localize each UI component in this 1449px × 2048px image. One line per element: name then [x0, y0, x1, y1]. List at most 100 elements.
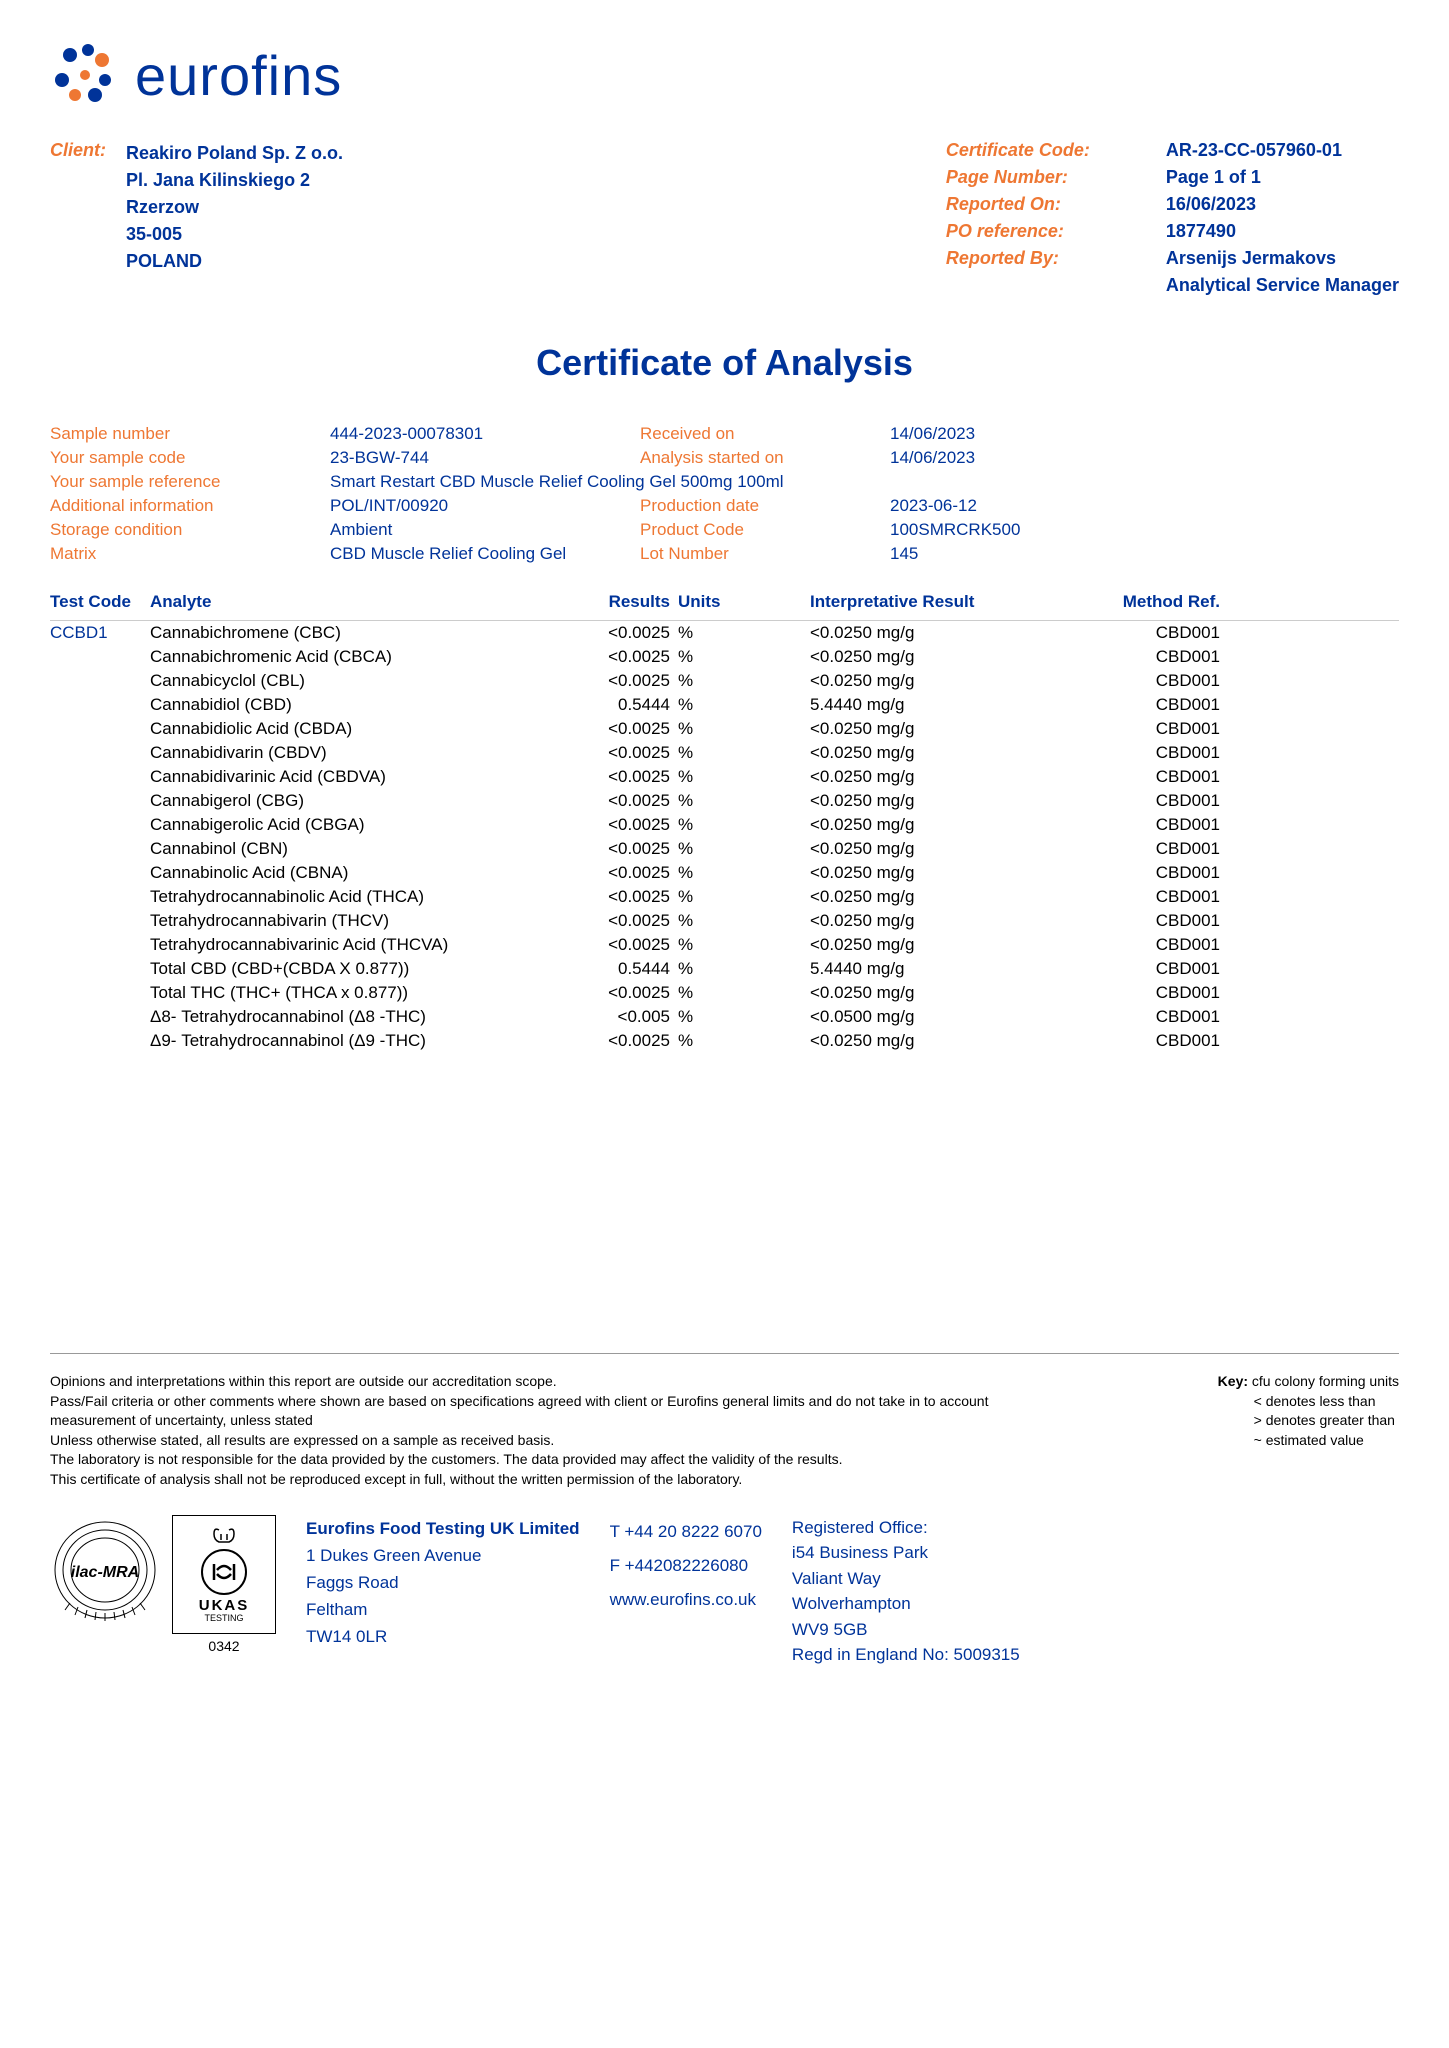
cell-analyte: Cannabichromene (CBC): [150, 623, 570, 643]
cell-method: CBD001: [1080, 959, 1220, 979]
cell-testcode: [50, 839, 150, 859]
cell-units: %: [670, 743, 750, 763]
logo-section: eurofins: [50, 40, 1399, 110]
cell-analyte: Cannabichromenic Acid (CBCA): [150, 647, 570, 667]
cell-interp: <0.0250 mg/g: [750, 935, 1080, 955]
cell-units: %: [670, 671, 750, 691]
cert-row: PO reference: 1877490: [946, 221, 1399, 242]
key-line: < denotes less than: [1218, 1392, 1399, 1412]
sample-value: 23-BGW-744: [330, 448, 640, 468]
regoffice-block: Registered Office: i54 Business ParkVali…: [792, 1515, 1020, 1668]
cell-method: CBD001: [1080, 1007, 1220, 1027]
sample-row: Sample number 444-2023-00078301 Received…: [50, 424, 1399, 444]
cell-testcode: [50, 719, 150, 739]
cell-testcode: [50, 791, 150, 811]
th-testcode: Test Code: [50, 592, 150, 612]
cell-interp: <0.0250 mg/g: [750, 839, 1080, 859]
table-row: Tetrahydrocannabivarinic Acid (THCVA) <0…: [50, 933, 1399, 957]
th-results: Results: [570, 592, 670, 612]
contact-block: T +44 20 8222 6070 F +442082226080 www.e…: [610, 1515, 762, 1617]
client-line: 35-005: [126, 221, 343, 248]
th-method: Method Ref.: [1080, 592, 1220, 612]
cell-analyte: Cannabidiol (CBD): [150, 695, 570, 715]
key-line: ~ estimated value: [1218, 1431, 1399, 1451]
sample-row: Additional information POL/INT/00920 Pro…: [50, 496, 1399, 516]
footer-notes-text: Opinions and interpretations within this…: [50, 1372, 1030, 1490]
cell-analyte: Cannabicyclol (CBL): [150, 671, 570, 691]
cert-label: Certificate Code:: [946, 140, 1136, 161]
cell-units: %: [670, 1031, 750, 1051]
cell-results: 0.5444: [570, 959, 670, 979]
sample-value: CBD Muscle Relief Cooling Gel: [330, 544, 640, 564]
cell-method: CBD001: [1080, 863, 1220, 883]
sample-label: Production date: [640, 496, 890, 516]
cell-results: <0.0025: [570, 815, 670, 835]
cell-interp: <0.0250 mg/g: [750, 887, 1080, 907]
cell-interp: <0.0250 mg/g: [750, 671, 1080, 691]
contact-fax: F +442082226080: [610, 1549, 762, 1583]
cell-analyte: Tetrahydrocannabivarin (THCV): [150, 911, 570, 931]
cert-row: Page Number: Page 1 of 1: [946, 167, 1399, 188]
certificate-block: Certificate Code: AR-23-CC-057960-01 Pag…: [946, 140, 1399, 302]
cell-method: CBD001: [1080, 791, 1220, 811]
company-line: Feltham: [306, 1596, 580, 1623]
footer-note-line: Unless otherwise stated, all results are…: [50, 1431, 1030, 1451]
sample-value: Ambient: [330, 520, 640, 540]
footer-note-line: Pass/Fail criteria or other comments whe…: [50, 1392, 1030, 1431]
cell-units: %: [670, 1007, 750, 1027]
sample-label: Additional information: [50, 496, 330, 516]
cell-interp: <0.0250 mg/g: [750, 911, 1080, 931]
cell-analyte: Cannabigerolic Acid (CBGA): [150, 815, 570, 835]
table-row: Cannabicyclol (CBL) <0.0025 % <0.0250 mg…: [50, 669, 1399, 693]
cell-analyte: Total THC (THC+ (THCA x 0.877)): [150, 983, 570, 1003]
cell-units: %: [670, 647, 750, 667]
cell-interp: <0.0250 mg/g: [750, 983, 1080, 1003]
cell-interp: <0.0250 mg/g: [750, 791, 1080, 811]
cell-analyte: Tetrahydrocannabinolic Acid (THCA): [150, 887, 570, 907]
cell-results: <0.0025: [570, 911, 670, 931]
sample-label: Sample number: [50, 424, 330, 444]
cert-row: Reported By: Arsenijs Jermakovs: [946, 248, 1399, 269]
table-header: Test Code Analyte Results Units Interpre…: [50, 584, 1399, 621]
table-row: Cannabigerolic Acid (CBGA) <0.0025 % <0.…: [50, 813, 1399, 837]
cell-units: %: [670, 983, 750, 1003]
company-block: Eurofins Food Testing UK Limited 1 Dukes…: [306, 1515, 580, 1651]
sample-row: Storage condition Ambient Product Code 1…: [50, 520, 1399, 540]
table-row: Total CBD (CBD+(CBDA X 0.877)) 0.5444 % …: [50, 957, 1399, 981]
sample-label: Lot Number: [640, 544, 890, 564]
cell-interp: <0.0500 mg/g: [750, 1007, 1080, 1027]
cell-units: %: [670, 911, 750, 931]
cell-analyte: Cannabidivarinic Acid (CBDVA): [150, 767, 570, 787]
table-body: CCBD1 Cannabichromene (CBC) <0.0025 % <0…: [50, 621, 1399, 1053]
cert-label: Page Number:: [946, 167, 1136, 188]
regoffice-line: Wolverhampton: [792, 1591, 1020, 1617]
cert-row: Analytical Service Manager: [946, 275, 1399, 296]
cell-testcode: [50, 935, 150, 955]
logo-text: eurofins: [135, 43, 342, 108]
cell-results: <0.0025: [570, 767, 670, 787]
client-line: Rzerzow: [126, 194, 343, 221]
cell-results: <0.0025: [570, 623, 670, 643]
sample-row: Your sample reference Smart Restart CBD …: [50, 472, 1399, 492]
contact-tel: T +44 20 8222 6070: [610, 1515, 762, 1549]
sample-value: 145: [890, 544, 918, 564]
table-row: Δ9- Tetrahydrocannabinol (Δ9 -THC) <0.00…: [50, 1029, 1399, 1053]
table-row: Total THC (THC+ (THCA x 0.877)) <0.0025 …: [50, 981, 1399, 1005]
cell-units: %: [670, 863, 750, 883]
table-row: Cannabidiol (CBD) 0.5444 % 5.4440 mg/g C…: [50, 693, 1399, 717]
cell-testcode: [50, 647, 150, 667]
regoffice-line: Regd in England No: 5009315: [792, 1642, 1020, 1668]
th-units: Units: [670, 592, 750, 612]
sample-value: Smart Restart CBD Muscle Relief Cooling …: [330, 472, 784, 492]
cell-testcode: [50, 767, 150, 787]
cell-interp: <0.0250 mg/g: [750, 863, 1080, 883]
cell-interp: <0.0250 mg/g: [750, 743, 1080, 763]
cell-method: CBD001: [1080, 647, 1220, 667]
footer-notes: Opinions and interpretations within this…: [50, 1372, 1399, 1490]
cell-method: CBD001: [1080, 839, 1220, 859]
cell-results: <0.0025: [570, 839, 670, 859]
cell-units: %: [670, 695, 750, 715]
cert-value: Analytical Service Manager: [1166, 275, 1399, 296]
key-line: > denotes greater than: [1218, 1411, 1399, 1431]
cell-results: <0.0025: [570, 791, 670, 811]
